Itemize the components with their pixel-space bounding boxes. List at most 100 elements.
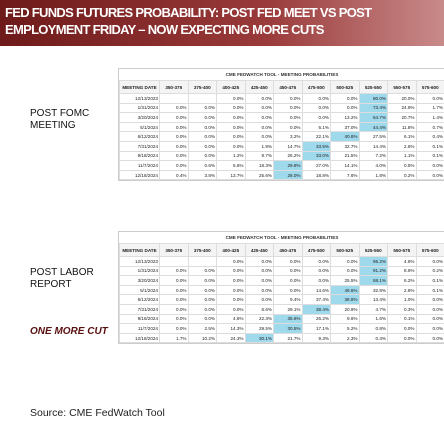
- cell: 1.7%: [415, 102, 444, 114]
- cell: 0.0%: [216, 102, 246, 114]
- cell: 0.0%: [330, 265, 360, 277]
- column-header: 575-600: [415, 243, 444, 257]
- cell: 0.0%: [187, 265, 217, 277]
- column-header: 475-500: [301, 243, 331, 257]
- cell: 2.6%: [387, 140, 417, 152]
- cell: 0.0%: [159, 275, 189, 286]
- cell: 5.2%: [330, 323, 360, 334]
- cell: 0.0%: [187, 313, 217, 325]
- empty-cell: [187, 256, 217, 267]
- cell: 0.0%: [159, 313, 189, 325]
- column-header: 550-575: [387, 243, 417, 257]
- data-row: 7/31/2024 0.0% 0.0% 0.0% 6.6% 29.1% 38.4% 20.9%…: [119, 303, 444, 315]
- data-row: 9/18/2024 0.0% 0.0% 1.2% 9.7% 26.2% 33.0% 21.5%…: [119, 150, 444, 162]
- cell: 0.0%: [187, 121, 217, 133]
- cell: 2.8%: [387, 284, 417, 296]
- label: POST FOMC MEETING: [30, 108, 90, 131]
- cell: 32.7%: [330, 140, 360, 152]
- data-row: 5/1/2024 0.0% 0.0% 0.0% 0.0% 0.0% 14.6% 49.6% 32…: [119, 284, 444, 296]
- cell: 0.0%: [244, 102, 274, 114]
- cell: 49.6%: [330, 284, 360, 296]
- cell: 0.0%: [216, 256, 246, 267]
- cell: 0.0%: [159, 265, 189, 277]
- cell: 1.1%: [387, 150, 417, 162]
- data-row: 9/18/2024 0.0% 0.0% 4.6% 22.3% 35.6% 26.2% 9.6%…: [119, 313, 444, 325]
- cell: 9.3%: [301, 332, 331, 344]
- cell: 25.6%: [244, 169, 274, 181]
- cell: 0.0%: [159, 112, 189, 123]
- cell: 12/18/2024: [119, 169, 160, 181]
- cell: 0.0%: [415, 313, 444, 325]
- cell: 1.8%: [358, 169, 388, 181]
- cell: 0.4%: [415, 131, 444, 142]
- cell: 0.0%: [244, 93, 274, 104]
- cell: 0.3%: [358, 332, 388, 344]
- cell: 0.1%: [415, 140, 444, 152]
- cell: 95.2%: [358, 256, 388, 267]
- column-header: 525-550: [358, 80, 388, 94]
- cell: 14.6%: [301, 284, 331, 296]
- cell: 4.0%: [358, 160, 388, 171]
- cell: 20.7%: [387, 112, 417, 123]
- cell: 0.0%: [187, 131, 217, 142]
- column-header: 500-525: [330, 243, 360, 257]
- cell: 0.1%: [415, 284, 444, 296]
- cell: 0.0%: [216, 294, 246, 305]
- cell: 37.4%: [301, 294, 331, 305]
- data-row: 12/18/2024 1.7% 10.2% 24.3% 30.1% 21.7% 9.3% 2.…: [119, 332, 444, 344]
- cell: 0.8%: [358, 323, 388, 334]
- cell: 38.8%: [330, 294, 360, 305]
- cell: 1/31/2024: [119, 102, 160, 114]
- cell: 3/20/2024: [119, 275, 160, 286]
- cell: 1.4%: [415, 112, 444, 123]
- label: ONE MORE CUT: [30, 326, 108, 337]
- cell: 0.6%: [187, 160, 217, 171]
- cell: 9.6%: [330, 313, 360, 325]
- cell: 6.1%: [387, 131, 417, 142]
- cell: 25.5%: [330, 275, 360, 286]
- cell: 0.0%: [159, 131, 189, 142]
- cell: 0.0%: [216, 265, 246, 277]
- cell: 38.4%: [301, 303, 331, 315]
- data-row: 6/12/2024 0.0% 0.0% 0.0% 0.0% 3.2% 22.1% 40.8% 2…: [119, 131, 444, 142]
- table: CME FEDWATCH TOOL - MEETING PROBABILITIE…: [119, 232, 444, 344]
- table-title: CME FEDWATCH TOOL - MEETING PROBABILITIE…: [225, 235, 339, 240]
- label: POST LABOR REPORT: [30, 267, 94, 290]
- data-row: 12/18/2024 0.4% 3.8% 13.7% 25.6% 28.0% 18.8% 7.…: [119, 169, 444, 181]
- cell: 7/31/2024: [119, 140, 160, 152]
- cell: 7/31/2024: [119, 303, 160, 315]
- cell: 28.0%: [273, 169, 303, 181]
- cell: 0.0%: [415, 169, 444, 181]
- cell: 0.0%: [273, 256, 303, 267]
- column-header: 400-425: [216, 243, 246, 257]
- cell: 0.0%: [273, 265, 303, 277]
- column-header: MEETING DATE: [119, 80, 160, 94]
- cell: 0.7%: [415, 121, 444, 133]
- cell: 1.2%: [216, 150, 246, 162]
- data-row: 12/13/2023 0.0% 0.0% 0.0% 0.0% 0.0% 95.2% 4.8% 0…: [119, 256, 444, 267]
- table-frame: CME FEDWATCH TOOL - MEETING PROBABILITIE…: [118, 68, 444, 182]
- table: CME FEDWATCH TOOL - MEETING PROBABILITIE…: [119, 69, 444, 181]
- cell: 0.0%: [415, 256, 444, 267]
- cell: 1.9%: [244, 140, 274, 152]
- cell: 27.5%: [358, 131, 388, 142]
- cell: 1.7%: [159, 332, 189, 344]
- cell: 6.2%: [387, 275, 417, 286]
- cell: 37.0%: [330, 121, 360, 133]
- cell: 0.0%: [301, 275, 331, 286]
- cell: 22.1%: [301, 131, 331, 142]
- cell: 3/20/2024: [119, 112, 160, 123]
- cell: 14.1%: [330, 160, 360, 171]
- data-row: 12/13/2023 0.0% 0.0% 0.0% 0.0% 0.0% 80.0% 20.0%…: [119, 93, 444, 104]
- cell: 0.0%: [216, 121, 246, 133]
- cell: 0.4%: [159, 169, 189, 181]
- cell: 0.0%: [244, 294, 274, 305]
- cell: 26.2%: [301, 313, 331, 325]
- cell: 0.0%: [387, 323, 417, 334]
- cell: 17.1%: [301, 323, 331, 334]
- column-header: 425-450: [244, 243, 274, 257]
- source: Source: CME FedWatch Tool: [30, 407, 165, 419]
- cell: 40.8%: [330, 131, 360, 142]
- data-row: 1/31/2024 0.0% 0.0% 0.0% 0.0% 0.0% 0.0% 0.0% 73.…: [119, 102, 444, 114]
- cell: 0.0%: [244, 256, 274, 267]
